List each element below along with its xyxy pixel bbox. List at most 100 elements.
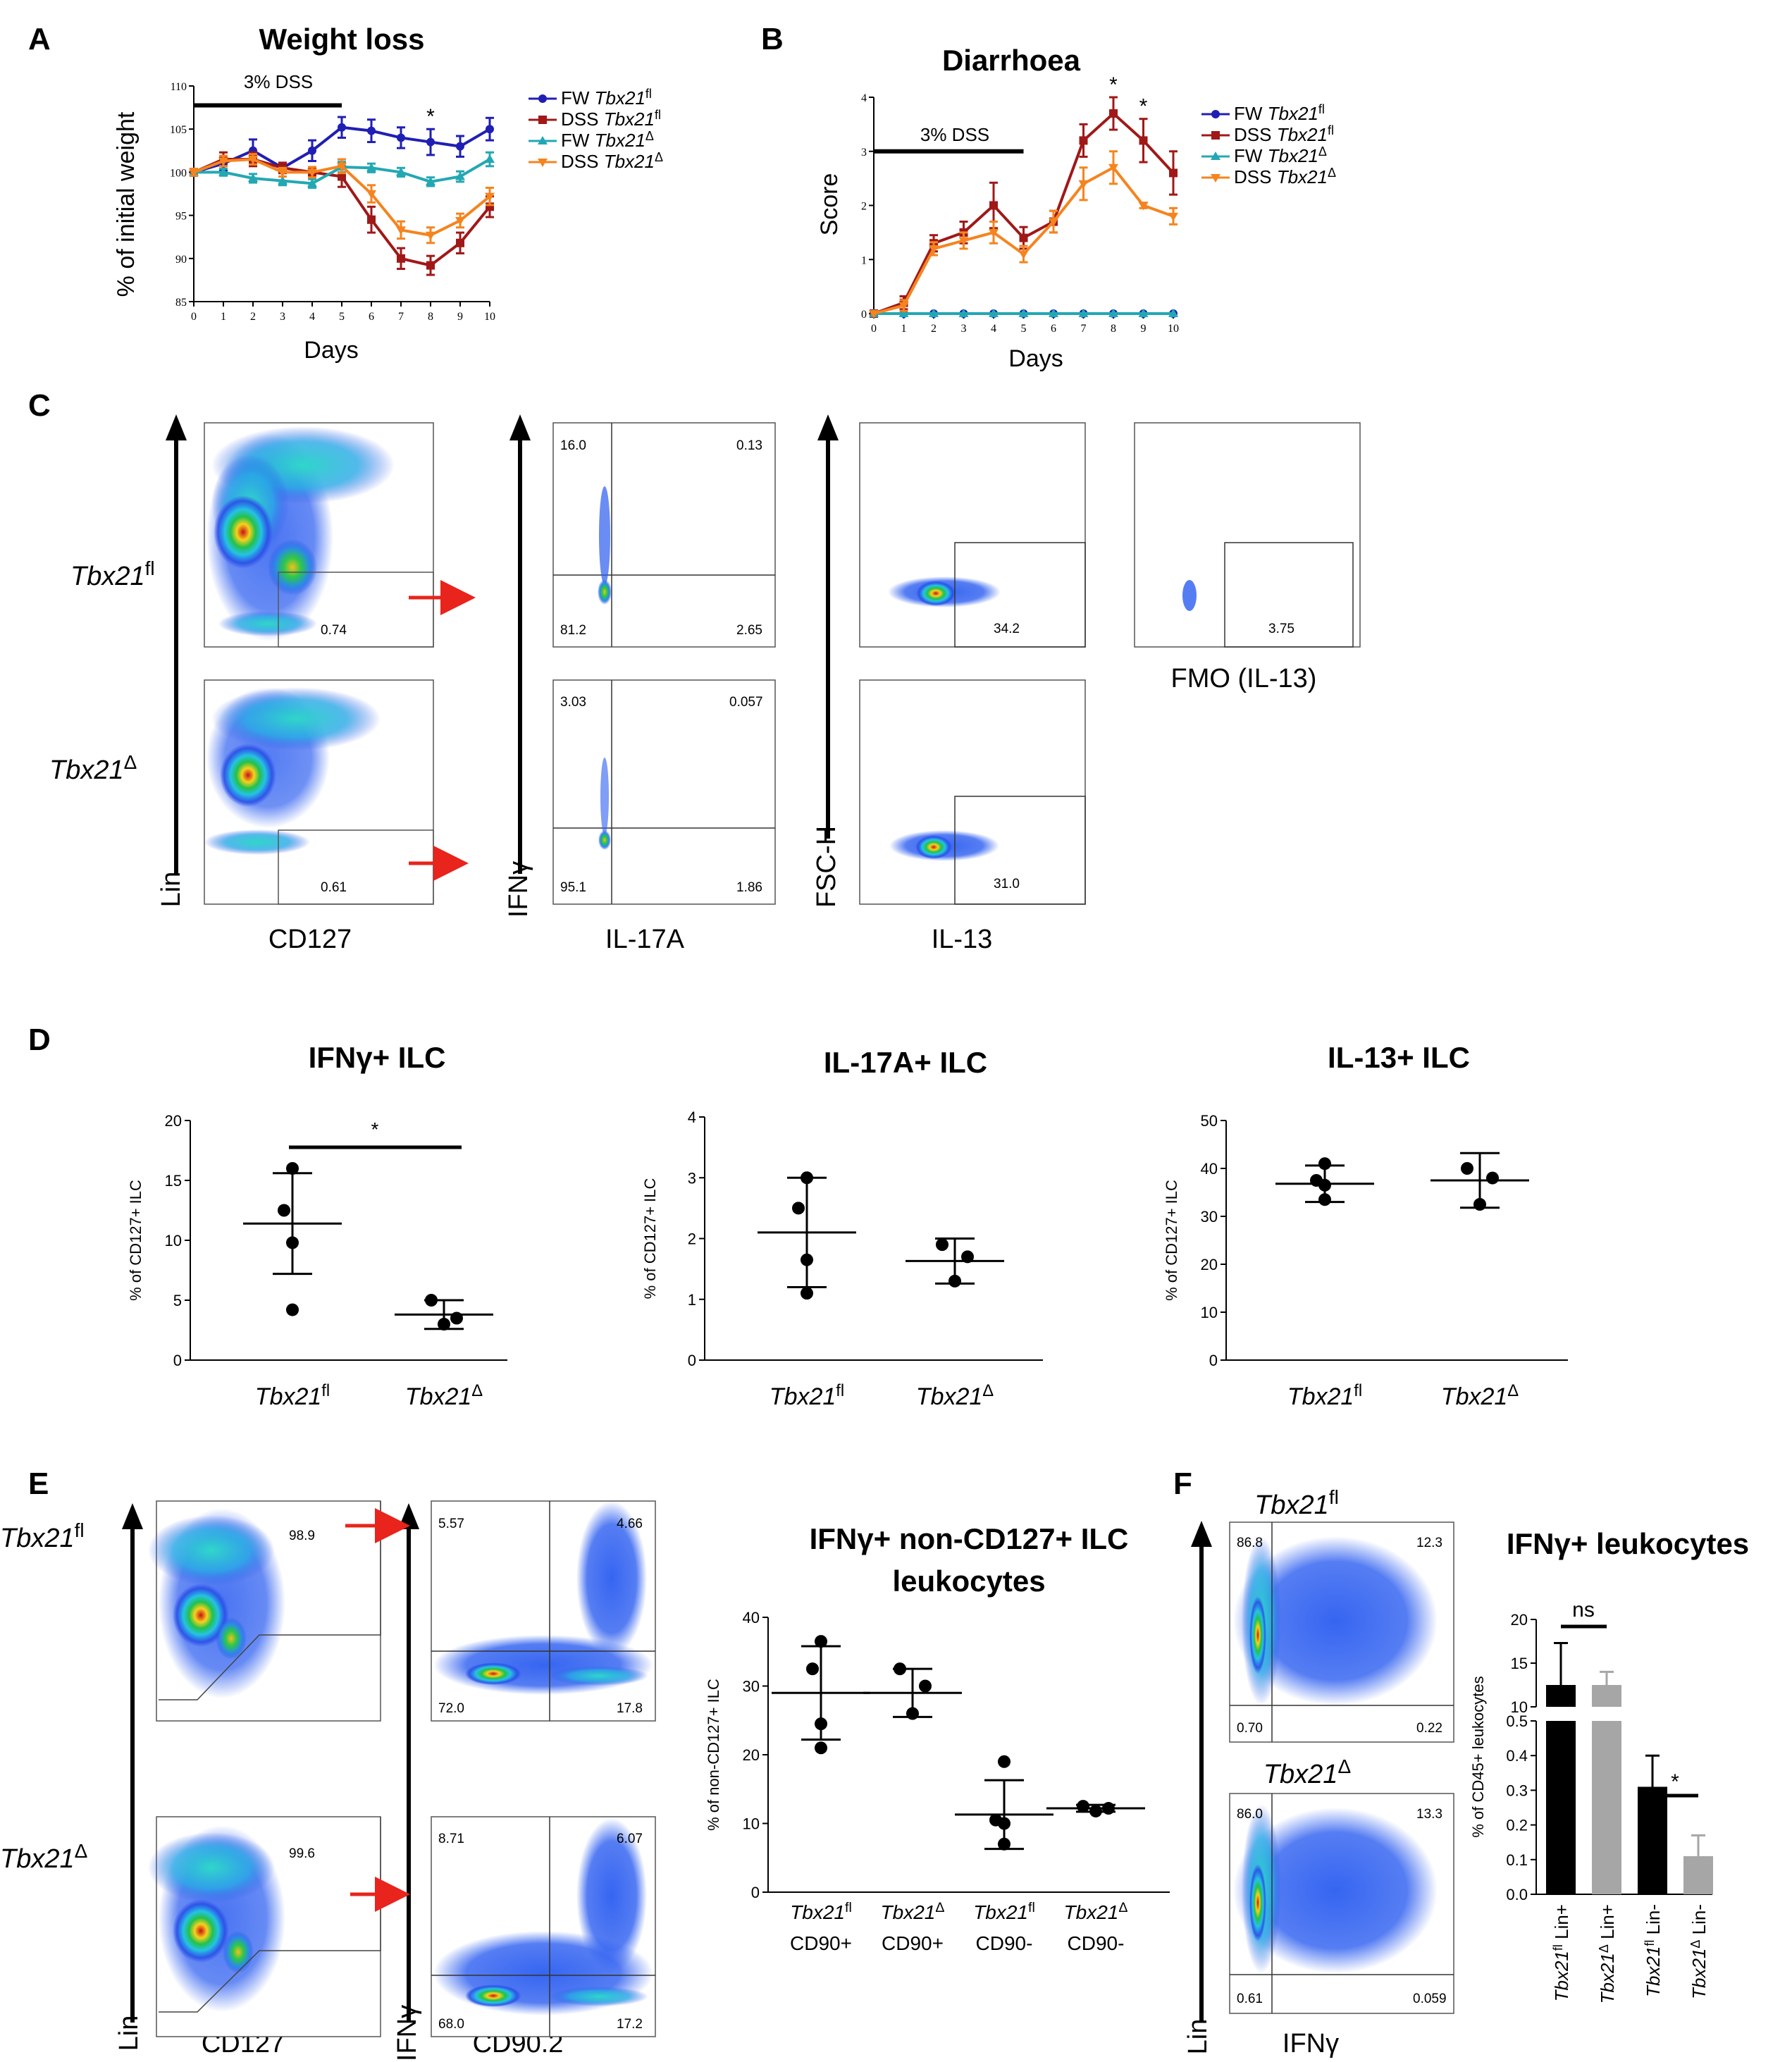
c-ylabel-fsc: FSC-H bbox=[812, 826, 841, 908]
chart-B-series-2-point bbox=[1168, 309, 1178, 317]
chart-a-title: Weight loss bbox=[259, 23, 425, 56]
e-xlabel-sub-0: CD90+ bbox=[790, 1932, 852, 1954]
f-ytick-bottom-label: 0.0 bbox=[1506, 1886, 1528, 1903]
chart-A-series-3-point bbox=[248, 156, 258, 165]
c-ylabel-ifng: IFNγ bbox=[504, 861, 533, 918]
chart-B-series-3-point bbox=[1108, 163, 1118, 173]
chart-B-legend-marker-3 bbox=[1211, 174, 1221, 183]
c-flow-il13-top: 34.2 bbox=[859, 422, 1086, 648]
chart-A-series-2-point bbox=[278, 175, 288, 185]
f-lin-arrowhead bbox=[1191, 1521, 1212, 1547]
d2-ytick-label: 0 bbox=[688, 1352, 696, 1369]
e-genotype-delta: Tbx21Δ bbox=[0, 1840, 87, 1874]
f-ytick-bottom-label: 0.3 bbox=[1506, 1782, 1528, 1799]
c2-q-ll-bottom: 95.1 bbox=[560, 880, 586, 895]
d3-ytick-label: 50 bbox=[1201, 1112, 1218, 1130]
e-chart-point-1 bbox=[906, 1707, 919, 1720]
panel-f-flow: Tbx21fl Tbx21Δ Lin IFNγ 86.8 12.3 0.70 0… bbox=[1183, 1486, 1454, 2058]
d2-ytick-label: 4 bbox=[688, 1109, 696, 1126]
panel-label-c: C bbox=[28, 388, 51, 423]
d1-ytick-label: 10 bbox=[165, 1232, 182, 1249]
d3-ytick-label: 40 bbox=[1201, 1160, 1218, 1178]
f-xlabel-1: Tbx21Δ Lin+ bbox=[1597, 1904, 1618, 2004]
c-genotype-fl: Tbx21fl bbox=[70, 557, 155, 591]
chart-A-legend-marker-2 bbox=[538, 136, 548, 144]
chart-B-ytick-label: 1 bbox=[861, 254, 867, 266]
f-ytick-top-label: 15 bbox=[1511, 1655, 1528, 1672]
e-chart-point-0 bbox=[806, 1662, 819, 1676]
d1-point-1 bbox=[438, 1318, 450, 1331]
chart-B-series-3-point bbox=[1138, 202, 1149, 211]
chart-A-series-0-point bbox=[456, 142, 464, 151]
d3-ylabel: % of CD127+ ILC bbox=[1163, 1180, 1180, 1301]
c2-q-ur-top: 0.13 bbox=[736, 438, 762, 453]
chart-A-legend-marker-3 bbox=[538, 159, 548, 167]
chart-A-xtick-label: 0 bbox=[191, 311, 197, 323]
f-ylabel: % of CD45+ leukocytes bbox=[1469, 1676, 1487, 1837]
f-q-ul-top: 86.8 bbox=[1237, 1536, 1263, 1550]
chart-B-legend-label-1: DSS Tbx21fl bbox=[1234, 123, 1334, 145]
chart-A-xtick-label: 2 bbox=[250, 311, 256, 323]
chart-B-series-3-point bbox=[869, 310, 879, 319]
chart-A-series-2-point bbox=[426, 176, 435, 185]
chart-A-ytick-label: 85 bbox=[175, 297, 187, 309]
chart-B-series-3-point bbox=[958, 237, 969, 246]
chart-A-series-3-point bbox=[337, 162, 347, 171]
f-q-ll-bottom: 0.61 bbox=[1237, 1992, 1263, 2006]
chart-B-xtick-label: 10 bbox=[1168, 323, 1179, 335]
chart-B-series-2-point bbox=[1078, 309, 1089, 317]
chart-A-series-3-point bbox=[278, 168, 288, 178]
d2-ylabel: % of CD127+ ILC bbox=[641, 1178, 659, 1299]
d3-point-1 bbox=[1461, 1162, 1473, 1175]
chart-B-legend-marker-1 bbox=[1211, 131, 1220, 140]
c-fsc-arrowhead bbox=[817, 414, 839, 440]
f-bar-bottom-1 bbox=[1592, 1721, 1621, 1894]
d2-ytick-label: 2 bbox=[688, 1230, 696, 1248]
d3-ytick-label: 30 bbox=[1201, 1208, 1218, 1226]
f-sig-star: * bbox=[1671, 1770, 1679, 1794]
chart-A-ytick-label: 95 bbox=[175, 211, 187, 223]
e2-q-ll-bottom: 68.0 bbox=[438, 2017, 464, 2032]
e-chart-ytick-label: 20 bbox=[743, 1746, 760, 1764]
f-ytick-top-label: 10 bbox=[1511, 1698, 1528, 1716]
e2-q-ur-top: 4.66 bbox=[617, 1517, 643, 1531]
d2-point-0 bbox=[801, 1253, 813, 1266]
e-flow-cd127-top: 98.9 bbox=[148, 1500, 381, 1722]
d2-point-1 bbox=[936, 1238, 948, 1252]
chart-A-ytick-label: 100 bbox=[170, 167, 187, 179]
d1-xlabel-0: Tbx21fl bbox=[255, 1381, 330, 1410]
f-bar-bottom-0 bbox=[1546, 1721, 1576, 1894]
chart-A-series-1-point bbox=[367, 215, 376, 224]
chart-B-series-2-point bbox=[1018, 309, 1029, 317]
e-ifng-arrowhead bbox=[398, 1503, 419, 1529]
c2-q-lr-bottom: 1.86 bbox=[736, 880, 762, 895]
chart-A-series-0-point bbox=[397, 133, 405, 142]
d3-point-1 bbox=[1486, 1171, 1499, 1185]
chart-A-legend-marker-1 bbox=[538, 116, 547, 124]
e-xlabel-geno-3: Tbx21Δ bbox=[1064, 1900, 1128, 1923]
chart-A-series-0-point bbox=[338, 123, 346, 132]
chart-A-series-3-point bbox=[426, 231, 435, 240]
chart-B-series-1-point bbox=[1019, 233, 1028, 242]
chart-A-series-2-point bbox=[218, 167, 228, 176]
f-xlabel-0: Tbx21fl Lin+ bbox=[1551, 1904, 1572, 2001]
chart-B-series-3-point bbox=[1078, 180, 1089, 189]
chart-A-series-0-point bbox=[486, 125, 494, 134]
chart-B-series-3-point bbox=[989, 228, 999, 237]
chart-A-xtick-label: 6 bbox=[369, 311, 374, 323]
chart-B-xtick-label: 8 bbox=[1111, 323, 1116, 335]
d2-ytick-label: 1 bbox=[688, 1291, 696, 1309]
chart-B-legend-label-0: FW Tbx21fl bbox=[1234, 102, 1325, 124]
d1-ytick-label: 5 bbox=[173, 1292, 182, 1309]
e2-q-ul-top: 5.57 bbox=[438, 1517, 464, 1531]
chart-B-significance: * bbox=[1139, 95, 1148, 118]
c-flow-il17a-top: 16.0 0.13 81.2 2.65 bbox=[552, 422, 776, 648]
c2-q-ur-bottom: 0.057 bbox=[729, 695, 763, 710]
c2-q-ul-bottom: 3.03 bbox=[560, 695, 586, 710]
chart-A-series-3-point bbox=[307, 168, 317, 178]
e-flow-cd90-bottom: 8.71 6.07 68.0 17.2 bbox=[431, 1816, 656, 2037]
chart-B-series-1-point bbox=[1079, 136, 1088, 145]
diarrhoea-chart: Diarrhoea Score Days 3% DSS bbox=[816, 44, 1081, 372]
chart-B-series-2-point bbox=[1049, 309, 1058, 317]
f-bar-3 bbox=[1683, 1856, 1713, 1894]
